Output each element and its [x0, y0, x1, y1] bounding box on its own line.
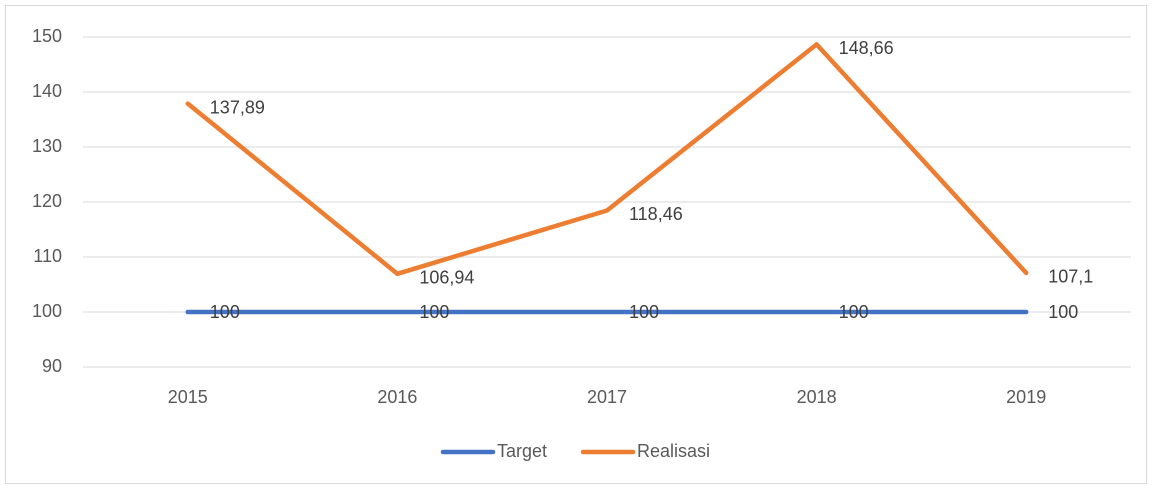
y-tick-label: 130	[32, 136, 62, 156]
x-tick-label: 2016	[377, 387, 417, 407]
x-tick-label: 2019	[1006, 387, 1046, 407]
data-label: 106,94	[419, 268, 474, 288]
x-tick-label: 2018	[797, 387, 837, 407]
data-label: 100	[629, 302, 659, 322]
data-label: 107,1	[1048, 267, 1093, 287]
y-tick-label: 90	[42, 356, 62, 376]
data-label: 100	[839, 302, 869, 322]
y-tick-label: 120	[32, 191, 62, 211]
data-label: 100	[419, 302, 449, 322]
data-label: 137,89	[210, 97, 265, 117]
data-label: 118,46	[629, 204, 683, 224]
y-tick-label: 100	[32, 301, 62, 321]
legend-label: Realisasi	[637, 441, 710, 461]
chart-border	[5, 5, 1147, 484]
data-label: 148,66	[839, 38, 894, 58]
x-tick-label: 2015	[168, 387, 208, 407]
y-tick-label: 150	[32, 26, 62, 46]
data-label: 100	[210, 302, 240, 322]
y-tick-label: 140	[32, 81, 62, 101]
legend-label: Target	[497, 441, 547, 461]
series-line	[185, 42, 1029, 277]
x-tick-label: 2017	[587, 387, 627, 407]
data-label: 100	[1048, 302, 1078, 322]
y-tick-label: 110	[33, 246, 62, 266]
